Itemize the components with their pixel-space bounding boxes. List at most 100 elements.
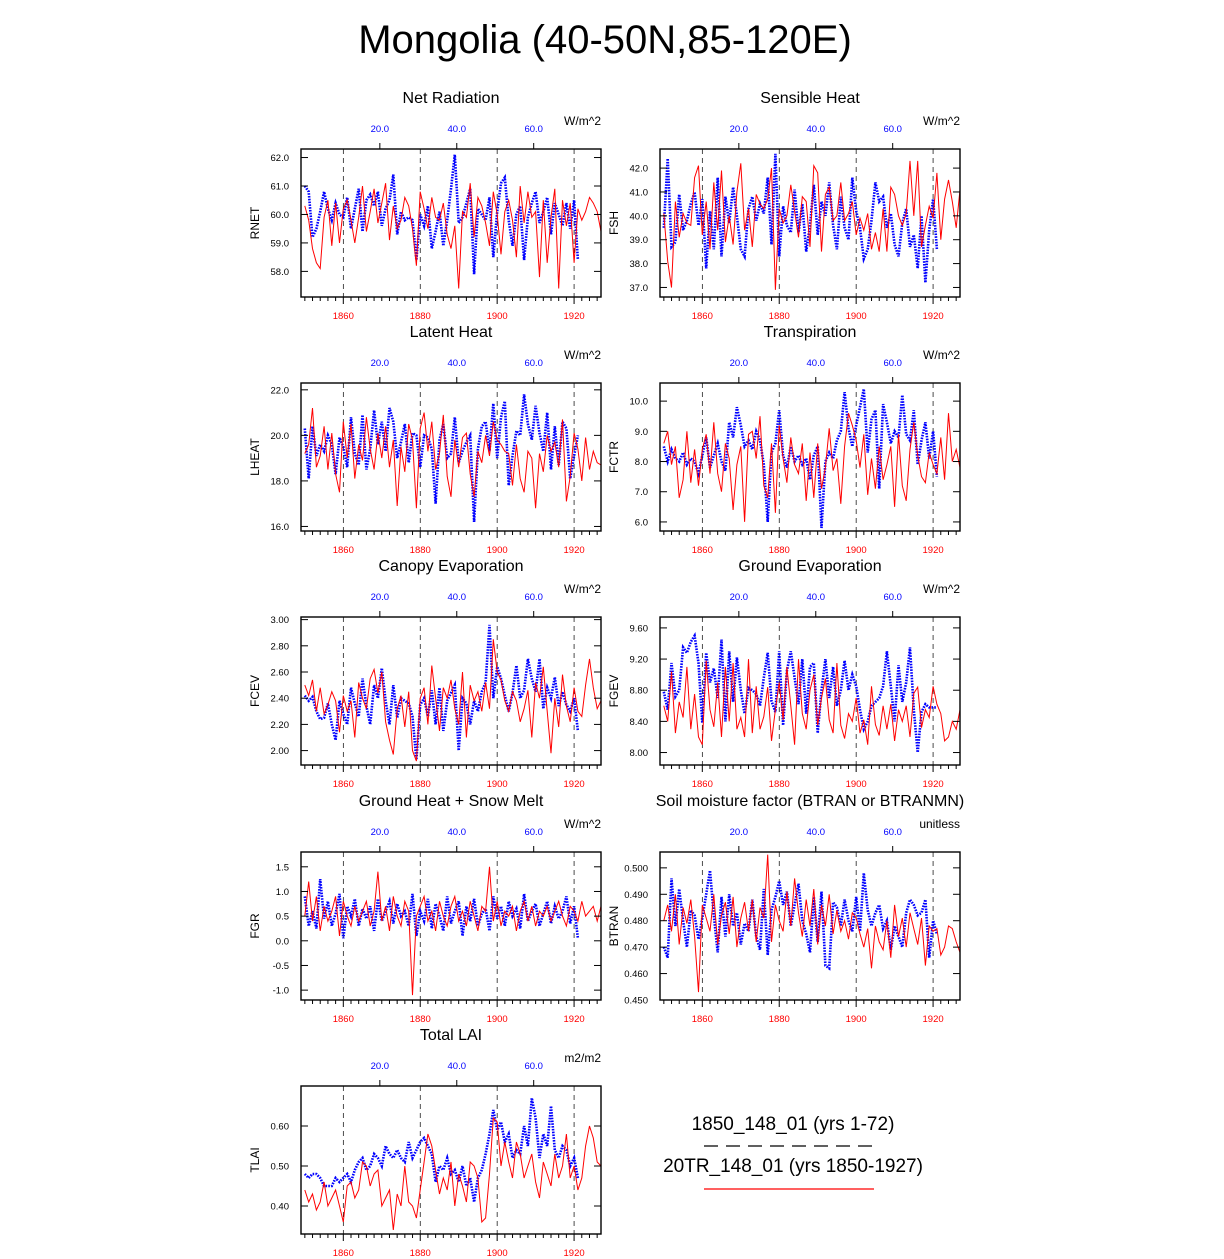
panel-title: Net Radiation <box>403 90 500 107</box>
panel-units: W/m^2 <box>923 582 960 596</box>
x-tick-label-top: 60.0 <box>524 358 543 369</box>
panel-title: Ground Evaporation <box>738 558 881 575</box>
x-tick-label-bottom: 1880 <box>410 1014 431 1025</box>
panel-fctr: Transpiration W/m^2 FCTR 6.0 7.0 8.0 9.0 10.0 18… <box>607 324 961 556</box>
x-tick-label-bottom: 1860 <box>333 311 354 322</box>
x-tick-label-bottom: 1920 <box>564 545 585 556</box>
y-tick-label: 0.450 <box>624 996 648 1007</box>
panel-lheat: Latent Heat W/m^2 LHEAT 16.0 18.0 20.0 22.0 186… <box>248 324 602 556</box>
x-tick-label-bottom: 1920 <box>923 545 944 556</box>
x-tick-label-top: 20.0 <box>730 358 749 369</box>
y-tick-label: 1.0 <box>276 887 289 898</box>
x-tick-label-top: 40.0 <box>807 358 826 369</box>
y-tick-label: 20.0 <box>271 431 290 442</box>
y-tick-label: 0.0 <box>276 936 289 947</box>
series-red-line <box>304 1116 602 1231</box>
x-tick-label-top: 60.0 <box>524 592 543 603</box>
panel-units: W/m^2 <box>564 817 601 831</box>
x-tick-label-bottom: 1920 <box>923 779 944 790</box>
series-blue-line <box>303 624 580 760</box>
y-tick-label: 9.60 <box>630 623 649 634</box>
panel-title: Total LAI <box>420 1027 482 1044</box>
x-tick-label-bottom: 1860 <box>692 311 713 322</box>
y-tick-label: 0.490 <box>624 890 648 901</box>
series-red-line <box>304 183 602 289</box>
x-tick-label-top: 40.0 <box>448 358 467 369</box>
panels-group: Net Radiation W/m^2 RNET 58.0 59.0 60.0 61.0 62… <box>248 90 964 1259</box>
y-tick-label: -1.0 <box>273 986 289 997</box>
x-tick-label-bottom: 1880 <box>769 545 790 556</box>
y-tick-label: 2.80 <box>271 641 290 652</box>
x-tick-label-bottom: 1900 <box>487 1248 508 1259</box>
x-tick-label-bottom: 1860 <box>333 1014 354 1025</box>
y-tick-label: 3.00 <box>271 615 290 626</box>
panel-units: W/m^2 <box>923 348 960 362</box>
y-tick-label: 8.40 <box>630 717 649 728</box>
x-tick-label-top: 60.0 <box>524 124 543 135</box>
x-tick-label-bottom: 1920 <box>923 311 944 322</box>
x-tick-label-top: 20.0 <box>371 592 390 603</box>
series-blue-line <box>303 1097 580 1203</box>
x-tick-label-top: 20.0 <box>730 827 749 838</box>
panel-fsh: Sensible Heat W/m^2 FSH 37.0 38.0 39.0 40.0 41.… <box>607 90 961 322</box>
y-tick-label: 40.0 <box>630 211 649 222</box>
y-tick-label: 2.20 <box>271 720 290 731</box>
y-tick-label: 10.0 <box>630 397 649 408</box>
main-title: Mongolia (40-50N,85-120E) <box>358 18 852 62</box>
y-tick-label: 0.60 <box>271 1122 290 1133</box>
panel-fgev: Ground Evaporation W/m^2 FGEV 8.00 8.40 8.80 9… <box>607 558 961 790</box>
x-tick-label-bottom: 1900 <box>846 1014 867 1025</box>
x-tick-label-top: 60.0 <box>883 358 902 369</box>
x-tick-label-top: 40.0 <box>807 592 826 603</box>
y-tick-label: 38.0 <box>630 259 649 270</box>
panel-fgr: Ground Heat + Snow Melt W/m^2 FGR -1.0 -0.5 0… <box>248 793 602 1025</box>
legend-label-2: 20TR_148_01 (yrs 1850-1927) <box>663 1156 923 1177</box>
x-tick-label-top: 20.0 <box>371 124 390 135</box>
panel-title: Transpiration <box>764 324 857 341</box>
y-tick-label: 60.0 <box>271 210 290 221</box>
y-axis-label: FGR <box>248 913 262 939</box>
panel-title: Soil moisture factor (BTRAN or BTRANMN) <box>656 793 965 810</box>
panel-units: unitless <box>919 817 960 831</box>
x-tick-label-bottom: 1860 <box>333 779 354 790</box>
x-tick-label-bottom: 1880 <box>410 545 431 556</box>
x-tick-label-bottom: 1920 <box>564 1014 585 1025</box>
y-axis-label: FGEV <box>607 675 621 708</box>
x-tick-label-bottom: 1880 <box>769 779 790 790</box>
x-tick-label-top: 20.0 <box>371 1061 390 1072</box>
y-tick-label: 9.20 <box>630 655 649 666</box>
y-axis-label: FCEV <box>248 675 262 707</box>
y-tick-label: 1.5 <box>276 862 289 873</box>
y-axis-label: RNET <box>248 206 262 239</box>
y-axis-label: BTRAN <box>607 906 621 947</box>
y-tick-label: 41.0 <box>630 187 649 198</box>
x-tick-label-top: 40.0 <box>448 827 467 838</box>
panel-units: W/m^2 <box>564 114 601 128</box>
y-tick-label: 0.500 <box>624 863 648 874</box>
y-tick-label: 0.5 <box>276 912 289 923</box>
x-tick-label-bottom: 1900 <box>487 545 508 556</box>
x-tick-label-top: 20.0 <box>730 592 749 603</box>
panel-units: W/m^2 <box>564 348 601 362</box>
series-red-line <box>663 413 961 522</box>
plot-frame <box>300 616 602 766</box>
x-tick-label-top: 20.0 <box>730 124 749 135</box>
x-tick-label-bottom: 1900 <box>846 311 867 322</box>
y-tick-label: 7.0 <box>635 487 648 498</box>
y-tick-label: 62.0 <box>271 153 290 164</box>
x-tick-label-top: 40.0 <box>448 124 467 135</box>
y-axis-label: FCTR <box>607 441 621 473</box>
y-tick-label: 59.0 <box>271 238 290 249</box>
panel-units: m2/m2 <box>564 1051 601 1065</box>
y-tick-label: 9.0 <box>635 427 648 438</box>
y-tick-label: 0.460 <box>624 969 648 980</box>
y-tick-label: 37.0 <box>630 283 649 294</box>
panel-tlai: Total LAI m2/m2 TLAI 0.40 0.50 0.60 1860 1880 19… <box>248 1027 602 1259</box>
x-tick-label-bottom: 1900 <box>487 311 508 322</box>
y-tick-label: -0.5 <box>273 961 289 972</box>
panel-units: W/m^2 <box>564 582 601 596</box>
y-tick-label: 0.470 <box>624 943 648 954</box>
x-tick-label-bottom: 1920 <box>564 311 585 322</box>
series-red-line <box>663 854 961 993</box>
